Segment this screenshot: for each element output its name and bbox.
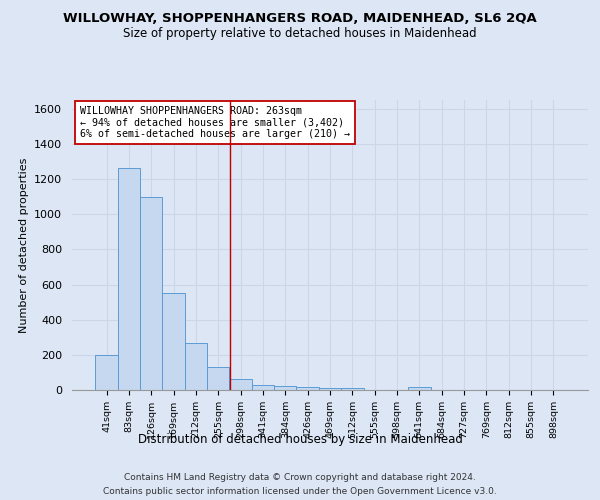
Bar — [408, 388, 431, 390]
Bar — [95, 355, 118, 390]
Bar — [296, 388, 319, 390]
Bar — [118, 168, 140, 390]
Bar — [274, 386, 296, 390]
Bar — [207, 367, 229, 390]
Bar — [341, 388, 364, 390]
Bar — [252, 384, 274, 390]
Text: WILLOWHAY, SHOPPENHANGERS ROAD, MAIDENHEAD, SL6 2QA: WILLOWHAY, SHOPPENHANGERS ROAD, MAIDENHE… — [63, 12, 537, 26]
Text: Size of property relative to detached houses in Maidenhead: Size of property relative to detached ho… — [123, 28, 477, 40]
Bar — [163, 294, 185, 390]
Text: WILLOWHAY SHOPPENHANGERS ROAD: 263sqm
← 94% of detached houses are smaller (3,40: WILLOWHAY SHOPPENHANGERS ROAD: 263sqm ← … — [80, 106, 350, 139]
Text: Distribution of detached houses by size in Maidenhead: Distribution of detached houses by size … — [137, 432, 463, 446]
Bar — [140, 196, 163, 390]
Bar — [185, 344, 207, 390]
Text: Contains public sector information licensed under the Open Government Licence v3: Contains public sector information licen… — [103, 488, 497, 496]
Bar — [319, 388, 341, 390]
Bar — [229, 378, 252, 390]
Y-axis label: Number of detached properties: Number of detached properties — [19, 158, 29, 332]
Text: Contains HM Land Registry data © Crown copyright and database right 2024.: Contains HM Land Registry data © Crown c… — [124, 472, 476, 482]
